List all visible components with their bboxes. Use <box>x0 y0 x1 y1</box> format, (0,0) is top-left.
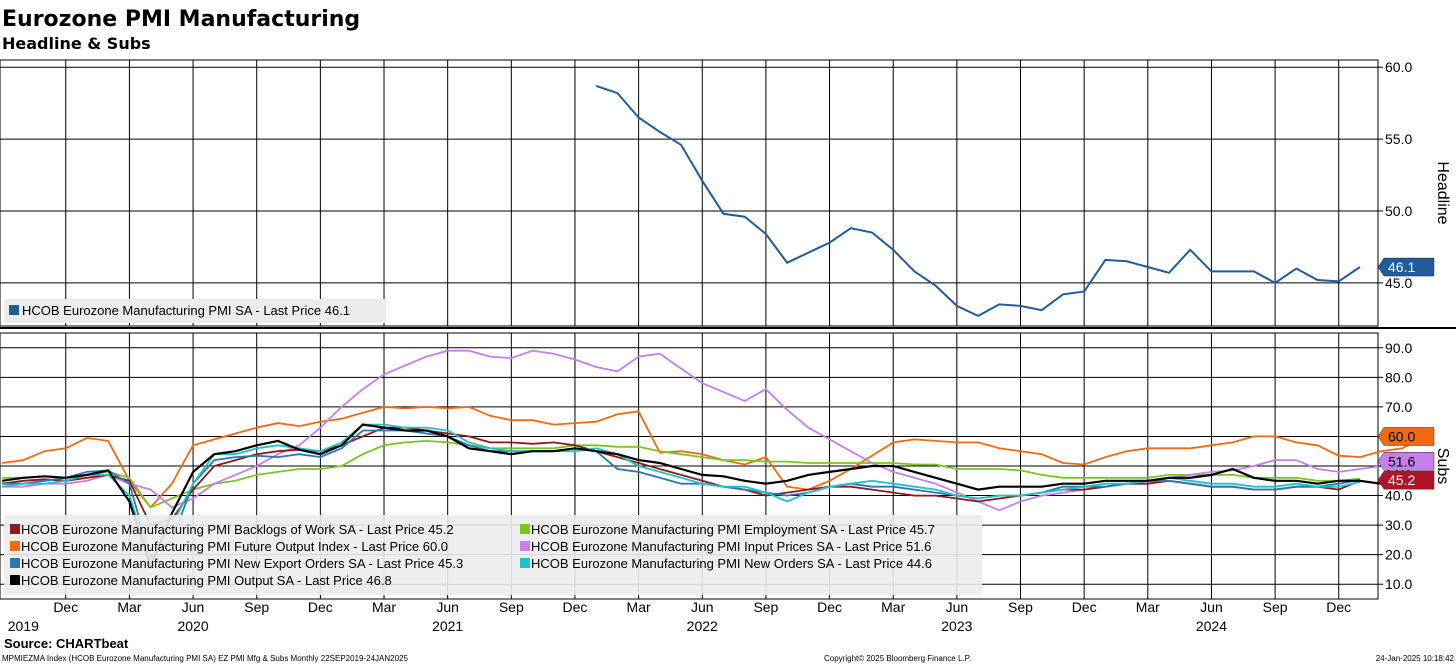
headline-y-tick-label: 60.0 <box>1385 59 1412 75</box>
input-prices-last-price-tag-shape <box>1377 452 1435 471</box>
chart-subtitle: Headline & Subs <box>2 34 151 53</box>
subs-legend-text: HCOB Eurozone Manufacturing PMI New Orde… <box>531 556 932 571</box>
x-month-label: Mar <box>372 599 396 615</box>
x-year-label: 2020 <box>177 618 208 634</box>
subs-legend-swatch <box>520 541 530 551</box>
timestamp: 24-Jan-2025 10:18:42 <box>1376 654 1455 663</box>
x-month-label: Sep <box>753 599 778 615</box>
subs-series-line <box>1 405 1425 509</box>
subs-legend-swatch <box>10 575 20 585</box>
future-output-last-price-tag-shape <box>1377 427 1435 446</box>
x-month-label: Mar <box>1136 599 1160 615</box>
x-year-label: 2021 <box>432 618 463 634</box>
x-year-label: 2019 <box>8 618 39 634</box>
x-month-label: Sep <box>1263 599 1288 615</box>
subs-legend-text: HCOB Eurozone Manufacturing PMI Input Pr… <box>531 539 931 554</box>
headline-last-price-tag-shape <box>1377 257 1435 277</box>
x-month-label: Jun <box>436 599 459 615</box>
subs-legend-text: HCOB Eurozone Manufacturing PMI Backlogs… <box>21 522 454 537</box>
backlogs-last-price-tag-text: 45.2 <box>1388 472 1415 488</box>
subs-legend-swatch <box>520 524 530 534</box>
chart-title: Eurozone PMI Manufacturing <box>2 7 360 32</box>
headline-plot-area <box>0 59 1379 327</box>
x-month-label: Jun <box>182 599 205 615</box>
backlogs-last-price-tag: 45.2 <box>1377 470 1435 490</box>
subs-series-line <box>2 439 1361 509</box>
x-month-label: Sep <box>1008 599 1033 615</box>
subs-series <box>1 349 1425 570</box>
subs-series-line <box>1 423 1361 563</box>
x-month-label: Mar <box>881 599 905 615</box>
subs-y-tick-label: 40.0 <box>1385 488 1412 504</box>
headline-series <box>595 84 1361 318</box>
headline-last-price-tag: 46.1 <box>1377 257 1435 277</box>
subs-axis-label: Subs <box>1434 448 1451 484</box>
future-output-last-price-tag: 60.0 <box>1377 427 1435 446</box>
headline-legend-text: HCOB Eurozone Manufacturing PMI SA - Las… <box>22 303 350 318</box>
future-output-last-price-tag-text: 60.0 <box>1388 428 1415 444</box>
backlogs-last-price-tag-shape <box>1377 470 1435 490</box>
headline-y-tick-label: 50.0 <box>1385 203 1412 219</box>
x-axis: Dec Mar Jun Sep Dec Mar Jun Sep Dec Mar Jun Sep Dec M… <box>8 599 1351 634</box>
x-year-label: 2024 <box>1196 618 1227 634</box>
subs-legend: HCOB Eurozone Manufacturing PMI Backlogs… <box>4 515 982 595</box>
subs-y-tick-label: 90.0 <box>1385 340 1412 356</box>
headline-y-ticks: 60.0 55.0 50.0 45.046.1 <box>1377 59 1435 291</box>
subs-y-tick-label: 20.0 <box>1385 547 1412 563</box>
subs-legend-text: HCOB Eurozone Manufacturing PMI Future O… <box>21 539 448 554</box>
subs-y-tick-label: 10.0 <box>1385 576 1412 592</box>
headline-legend: HCOB Eurozone Manufacturing PMI SA - Las… <box>4 299 386 323</box>
x-month-label: Mar <box>627 599 651 615</box>
subs-legend-swatch <box>10 524 20 534</box>
x-month-label: Sep <box>244 599 269 615</box>
ticker-line: MPMIEZMA Index (HCOB Eurozone Manufactur… <box>2 654 409 663</box>
headline-legend-box <box>4 299 386 323</box>
subs-series-line <box>1 423 1403 570</box>
x-month-label: Dec <box>817 599 842 615</box>
subs-panel: 90.080.070.060.050.040.030.020.010.060.0… <box>0 332 1451 600</box>
subs-legend-swatch <box>10 541 20 551</box>
headline-grid <box>0 60 1378 326</box>
x-month-label: Jun <box>946 599 969 615</box>
subs-y-tick-label: 80.0 <box>1385 369 1412 385</box>
x-year-label: 2023 <box>941 618 972 634</box>
headline-panel: 60.0 55.0 50.0 45.046.1 Headline HCOB Euroz… <box>0 59 1451 327</box>
headline-series-line <box>595 84 1361 318</box>
subs-legend-swatch <box>10 558 20 568</box>
copyright: Copyright© 2025 Bloomberg Finance L.P. <box>824 654 971 663</box>
x-month-label: Mar <box>117 599 141 615</box>
subs-y-tick-label: 30.0 <box>1385 517 1412 533</box>
input-prices-last-price-tag-text: 51.6 <box>1388 453 1415 469</box>
subs-series-line <box>1 426 1361 527</box>
x-month-label: Dec <box>1326 599 1351 615</box>
x-month-label: Sep <box>499 599 524 615</box>
input-prices-last-price-tag: 51.6 <box>1377 452 1435 471</box>
subs-legend-text: HCOB Eurozone Manufacturing PMI New Expo… <box>21 556 463 571</box>
x-year-label: 2022 <box>687 618 718 634</box>
subs-legend-text: HCOB Eurozone Manufacturing PMI Output S… <box>21 573 392 588</box>
x-month-label: Jun <box>691 599 714 615</box>
subs-y-ticks: 90.080.070.060.050.040.030.020.010.060.0… <box>1377 340 1435 592</box>
headline-y-tick-label: 55.0 <box>1385 131 1412 147</box>
headline-y-tick-label: 45.0 <box>1385 275 1412 291</box>
x-month-label: Dec <box>1072 599 1097 615</box>
subs-legend-swatch <box>520 558 530 568</box>
x-month-label: Dec <box>563 599 588 615</box>
headline-last-price-tag-text: 46.1 <box>1388 259 1415 275</box>
x-month-label: Dec <box>53 599 78 615</box>
subs-legend-box <box>4 515 982 595</box>
headline-legend-swatch <box>9 305 19 315</box>
subs-legend-text: HCOB Eurozone Manufacturing PMI Employme… <box>531 522 935 537</box>
headline-axis-label: Headline <box>1434 161 1451 224</box>
subs-y-tick-label: 70.0 <box>1385 399 1412 415</box>
x-month-label: Jun <box>1200 599 1223 615</box>
source-label: Source: CHARTbeat <box>4 636 129 651</box>
x-month-label: Dec <box>308 599 333 615</box>
